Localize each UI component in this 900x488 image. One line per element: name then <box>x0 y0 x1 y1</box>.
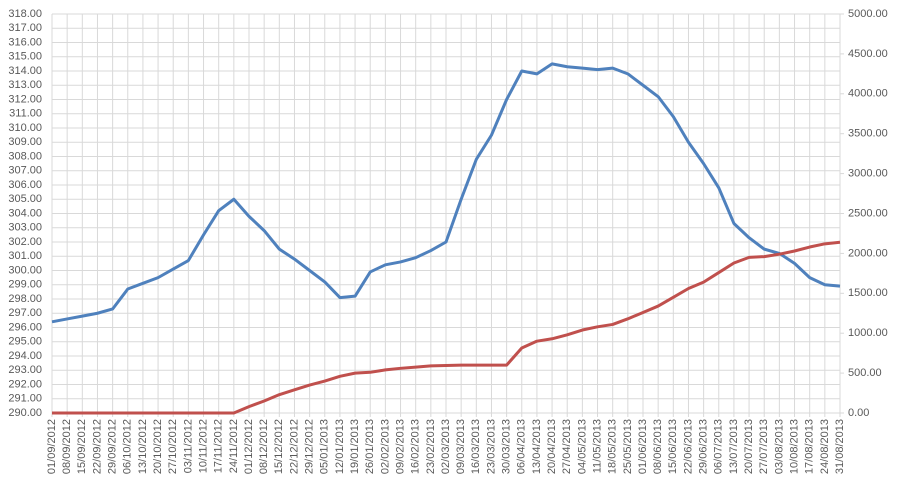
y-tick-label: 298.00 <box>8 293 42 305</box>
y-tick-label: 290.00 <box>8 407 42 419</box>
y-tick-label: 295.00 <box>8 336 42 348</box>
y2-tick-label: 2000.00 <box>848 247 888 259</box>
series-line <box>52 240 841 415</box>
y-tick-label: 296.00 <box>8 321 42 333</box>
y-tick-label: 307.00 <box>8 165 42 177</box>
x-tick-label: 11/05/2013 <box>591 419 603 473</box>
x-tick-label: 05/01/2013 <box>319 419 331 474</box>
x-tick-label: 16/03/2013 <box>470 419 482 474</box>
y-tick-label: 309.00 <box>8 136 42 148</box>
x-tick-label: 19/01/2013 <box>349 419 361 474</box>
y-tick-label: 308.00 <box>8 150 42 162</box>
x-tick-label: 20/04/2013 <box>546 419 558 474</box>
x-tick-label: 01/06/2013 <box>637 419 649 474</box>
y-tick-label: 314.00 <box>8 65 42 77</box>
y-tick-label: 300.00 <box>8 264 42 276</box>
x-tick-label: 06/07/2013 <box>713 419 725 474</box>
y2-tick-label: 0.00 <box>848 407 869 419</box>
x-tick-label: 13/07/2013 <box>728 419 740 474</box>
x-tick-label: 01/12/2012 <box>243 419 255 474</box>
y-tick-label: 299.00 <box>8 279 42 291</box>
x-tick-label: 16/02/2013 <box>410 419 422 474</box>
y-tick-label: 316.00 <box>8 36 42 48</box>
x-tick-label: 30/03/2013 <box>501 419 513 474</box>
x-tick-label: 04/05/2013 <box>576 419 588 474</box>
x-tick-label: 26/01/2013 <box>364 419 376 474</box>
x-tick-label: 01/09/2012 <box>46 419 58 474</box>
x-tick-label: 23/03/2013 <box>485 419 497 474</box>
x-tick-label: 27/10/2012 <box>167 419 179 474</box>
y2-tick-label: 5000.00 <box>848 8 888 20</box>
y2-tick-label: 4000.00 <box>848 88 888 100</box>
x-tick-label: 27/04/2013 <box>561 419 573 474</box>
x-tick-label: 20/10/2012 <box>152 419 164 474</box>
x-tick-label: 23/02/2013 <box>425 419 437 474</box>
x-tick-label: 22/06/2013 <box>682 419 694 474</box>
x-tick-label: 24/08/2013 <box>819 419 831 474</box>
x-tick-label: 15/06/2013 <box>667 419 679 474</box>
y2-tick-label: 2500.00 <box>848 207 888 219</box>
x-tick-label: 25/05/2013 <box>622 419 634 474</box>
x-tick-label: 10/11/2012 <box>197 419 209 473</box>
x-tick-label: 29/06/2013 <box>698 419 710 474</box>
x-tick-label: 08/06/2013 <box>652 419 664 474</box>
y2-tick-label: 3500.00 <box>848 128 888 140</box>
y-tick-label: 315.00 <box>8 51 42 63</box>
x-tick-label: 10/08/2013 <box>788 419 800 474</box>
x-tick-label: 12/01/2013 <box>334 419 346 474</box>
y-tick-label: 302.00 <box>8 236 42 248</box>
y-tick-label: 297.00 <box>8 307 42 319</box>
x-tick-label: 03/08/2013 <box>773 419 785 474</box>
x-tick-label: 09/02/2013 <box>394 419 406 474</box>
x-tick-label: 17/08/2013 <box>804 419 816 474</box>
y-tick-label: 311.00 <box>9 108 42 120</box>
x-tick-label: 15/09/2012 <box>76 419 88 474</box>
x-tick-label: 22/09/2012 <box>91 419 103 474</box>
y-tick-label: 306.00 <box>8 179 42 191</box>
x-tick-label: 29/12/2012 <box>304 419 316 474</box>
y-tick-label: 305.00 <box>8 193 42 205</box>
y-tick-label: 301.00 <box>8 250 42 262</box>
y-tick-label: 291.00 <box>8 393 42 405</box>
y-tick-label: 303.00 <box>8 222 42 234</box>
y2-tick-label: 1500.00 <box>848 287 888 299</box>
x-tick-label: 13/10/2012 <box>137 419 149 474</box>
x-tick-label: 29/09/2012 <box>107 419 119 474</box>
y2-tick-label: 4500.00 <box>848 48 888 60</box>
y2-tick-label: 1000.00 <box>848 327 888 339</box>
x-tick-label: 09/03/2013 <box>455 419 467 474</box>
y-tick-label: 313.00 <box>8 79 42 91</box>
x-tick-label: 15/12/2012 <box>273 419 285 474</box>
x-tick-label: 20/07/2013 <box>743 419 755 474</box>
y2-tick-label: 500.00 <box>848 367 882 379</box>
x-tick-label: 17/11/2012 <box>213 419 225 473</box>
y-tick-label: 292.00 <box>8 378 42 390</box>
x-tick-label: 31/08/2013 <box>834 419 846 474</box>
x-tick-label: 06/04/2013 <box>516 419 528 474</box>
y-tick-label: 318.00 <box>8 8 42 20</box>
x-tick-label: 06/10/2012 <box>122 419 134 474</box>
series-line <box>51 62 841 324</box>
x-tick-label: 03/11/2012 <box>182 419 194 473</box>
x-tick-label: 13/04/2013 <box>531 419 543 474</box>
y2-tick-label: 3000.00 <box>848 168 888 180</box>
y-tick-label: 304.00 <box>8 207 42 219</box>
y-tick-label: 293.00 <box>8 364 42 376</box>
y-tick-label: 317.00 <box>8 22 42 34</box>
x-tick-label: 18/05/2013 <box>607 419 619 474</box>
y-tick-label: 294.00 <box>8 350 42 362</box>
x-tick-label: 02/03/2013 <box>440 419 452 474</box>
x-tick-label: 24/11/2012 <box>228 419 240 473</box>
x-tick-label: 22/12/2012 <box>288 419 300 474</box>
x-tick-label: 27/07/2013 <box>758 419 770 474</box>
x-tick-label: 02/02/2013 <box>379 419 391 474</box>
x-tick-label: 08/09/2012 <box>61 419 73 474</box>
y-tick-label: 312.00 <box>8 93 42 105</box>
y-tick-label: 310.00 <box>8 122 42 134</box>
x-tick-label: 08/12/2012 <box>258 419 270 474</box>
